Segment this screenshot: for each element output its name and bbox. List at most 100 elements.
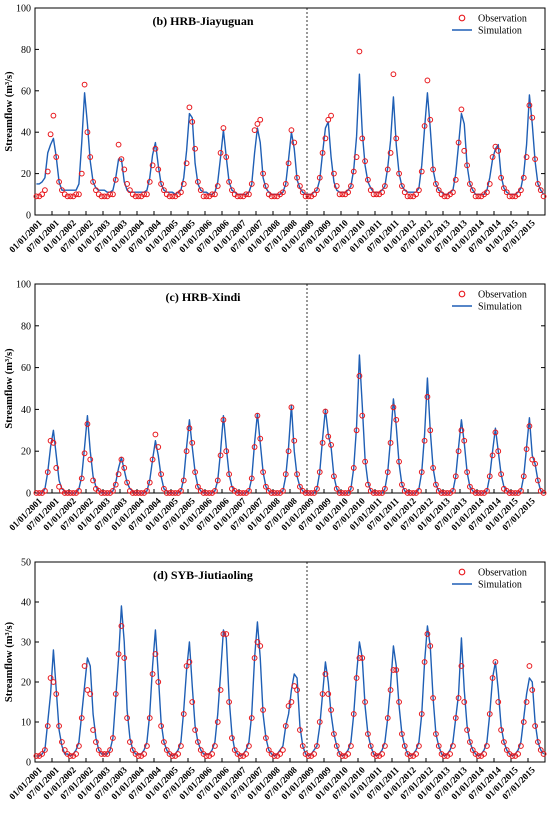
observation-point [305, 753, 312, 759]
observation-point [76, 191, 82, 198]
observation-point [110, 191, 116, 198]
observation-point [229, 735, 235, 741]
observation-point [104, 751, 111, 757]
observation-point [220, 631, 227, 637]
observation-point [512, 490, 519, 496]
observation-point [396, 170, 402, 177]
observation-point [416, 488, 422, 494]
observation-point [268, 490, 275, 496]
observation-point [333, 743, 340, 749]
observation-point [416, 743, 422, 749]
observation-point [486, 181, 493, 187]
observation-point [280, 488, 286, 494]
observation-point [384, 715, 391, 721]
observation-point [223, 448, 230, 455]
observation-point [506, 193, 513, 200]
legend-simulation-label: Simulation [478, 580, 522, 591]
observation-point [365, 481, 371, 488]
observation-point [495, 147, 502, 154]
observation-point [59, 739, 65, 745]
observation-point [393, 667, 400, 673]
observation-point [280, 747, 286, 753]
observation-point [53, 691, 60, 697]
observation-point [124, 715, 130, 721]
observation-point [223, 631, 230, 637]
observation-point [246, 191, 252, 198]
observation-point [146, 178, 153, 185]
observation-point [263, 183, 269, 189]
observation-point [509, 753, 516, 759]
observation-point [518, 187, 524, 194]
observation-point [268, 193, 275, 200]
observation-point [475, 490, 482, 496]
observation-point [339, 191, 346, 198]
y-tick-label: 80 [21, 321, 31, 332]
observation-point [501, 185, 507, 191]
observation-point [169, 753, 176, 759]
observation-point [234, 490, 241, 496]
observation-point [163, 747, 170, 753]
observation-point [220, 125, 227, 131]
observation-point [81, 81, 88, 88]
observation-point [362, 458, 368, 465]
observation-point [172, 490, 179, 496]
observation-point [169, 490, 176, 496]
observation-point [217, 687, 224, 693]
observation-point [234, 193, 241, 200]
observation-point [135, 193, 142, 200]
observation-point [271, 753, 278, 759]
observation-point [390, 71, 397, 78]
observation-point [138, 490, 145, 496]
observation-point [498, 174, 504, 181]
observation-point [433, 731, 439, 737]
observation-point [407, 753, 414, 759]
observation-point [401, 743, 408, 749]
observation-point [56, 723, 62, 729]
observation-point [294, 471, 300, 478]
observation-point [246, 743, 252, 749]
observation-point [529, 687, 536, 693]
observation-point [311, 490, 317, 496]
observation-point [251, 655, 258, 661]
observation-point [339, 753, 346, 759]
observation-point [526, 663, 533, 669]
observation-point [248, 475, 255, 482]
observation-point [322, 408, 329, 415]
observation-point [291, 683, 298, 689]
observation-point [418, 711, 425, 717]
observation-point [469, 747, 476, 753]
simulation-line [36, 605, 545, 757]
observation-point [299, 743, 306, 749]
observation-point [84, 687, 91, 693]
observation-point [393, 416, 400, 423]
y-tick-label: 60 [21, 363, 31, 374]
observation-point [444, 490, 451, 496]
observation-point [155, 679, 162, 685]
observation-point [257, 643, 264, 649]
observation-point [486, 473, 493, 480]
observation-point [387, 439, 394, 446]
y-tick-label: 80 [21, 45, 31, 56]
observation-point [455, 139, 462, 146]
observation-point [433, 481, 439, 488]
observation-point [257, 116, 264, 123]
observation-point [271, 490, 278, 496]
observation-point [430, 695, 436, 701]
observation-point [509, 193, 516, 200]
observation-point [203, 753, 210, 759]
observation-point [495, 448, 502, 455]
observation-point [520, 473, 527, 480]
observation-point [396, 699, 402, 705]
observation-point [78, 475, 85, 482]
observation-point [331, 170, 337, 177]
observation-point [76, 488, 82, 494]
observation-point [376, 490, 383, 496]
observation-point [353, 154, 360, 160]
observation-point [67, 193, 74, 200]
observation-point [518, 488, 524, 494]
panel-title: (d) SYB-Jiutiaoling [153, 568, 253, 582]
observation-point [379, 751, 385, 757]
observation-point [478, 490, 485, 496]
